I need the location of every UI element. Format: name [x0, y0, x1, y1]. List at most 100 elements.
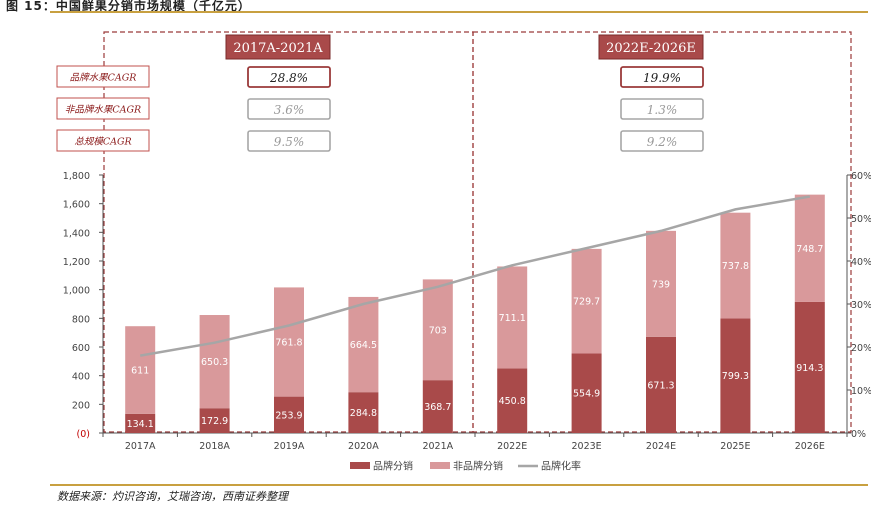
bar-brand [794, 301, 825, 433]
data-label-brand: 134.1 [127, 419, 154, 430]
figure-title: 图 15：中国鲜果分销市场规模（千亿元） [6, 0, 251, 13]
cagr-value-box [620, 66, 704, 88]
bar-nonbrand [422, 279, 453, 381]
data-label-brand: 914.3 [796, 363, 823, 374]
data-label-nonbrand: 611 [131, 365, 149, 376]
x-tick-label: 2021A [422, 441, 453, 452]
bar-nonbrand [646, 230, 676, 337]
data-label-brand: 799.3 [722, 371, 749, 382]
cagr-panel: 品牌水果CAGR 非品牌水果CAGR 总规模CAGR 2017A-2021A 28.8%… [56, 31, 852, 433]
bar-nonbrand [125, 326, 156, 414]
cagr-row-label-box [56, 97, 150, 120]
period-header [598, 34, 704, 60]
cagr-value-box [247, 130, 331, 152]
data-label-nonbrand: 711.1 [499, 313, 526, 324]
cagr-value: 1.3% [647, 103, 678, 117]
bar-nonbrand [348, 296, 379, 393]
source-note: 数据来源：灼识咨询，艾瑞咨询，西南证券整理 [57, 490, 288, 503]
bar-nonbrand [274, 287, 304, 397]
period-header-label: 2017A-2021A [233, 41, 323, 56]
cagr-value-box [620, 130, 704, 152]
cagr-row-label: 非品牌水果CAGR [65, 104, 141, 116]
bar-brand [199, 408, 230, 433]
cagr-value-box [247, 98, 331, 120]
cagr-value: 9.5% [274, 135, 305, 149]
legend-label-line: 品牌化率 [541, 460, 581, 473]
y-tick-label-left: 1,600 [63, 200, 90, 211]
data-label-brand: 172.9 [201, 416, 228, 427]
y-tick-label-left: 200 [72, 400, 90, 411]
top-rule [50, 11, 868, 13]
y-tick-label-left: 1,000 [63, 286, 90, 297]
data-label-brand: 554.9 [573, 389, 600, 400]
data-label-nonbrand: 664.5 [350, 340, 377, 351]
bar-brand [571, 353, 602, 433]
x-tick-label: 2023E [572, 441, 602, 452]
data-label-nonbrand: 729.7 [573, 297, 600, 308]
legend-label-nonbrand: 非品牌分销 [453, 460, 503, 473]
y-tick-label-right: 30% [851, 300, 871, 311]
bar-brand [274, 396, 304, 433]
y-tick-label-right: 50% [851, 214, 871, 225]
data-label-nonbrand: 761.8 [275, 338, 302, 349]
bar-brand [348, 392, 379, 433]
bar-brand [720, 318, 751, 433]
bar-brand [646, 336, 676, 433]
data-label-nonbrand: 748.7 [796, 244, 823, 255]
x-tick-label: 2018A [199, 441, 230, 452]
y-tick-label-left: 400 [72, 372, 90, 383]
cagr-value: 19.9% [643, 71, 681, 85]
chart-bars: 134.1 611 172.9 650.3 253.9 761.8 284.8 664.5 36… [125, 194, 825, 433]
data-label-nonbrand: 737.8 [722, 261, 749, 272]
x-tick-label: 2017A [125, 441, 156, 452]
y-tick-label-left: 1,800 [63, 171, 90, 182]
data-label-brand: 253.9 [275, 410, 302, 421]
data-label-nonbrand: 650.3 [201, 357, 228, 368]
x-tick-label: 2022E [497, 441, 527, 452]
cagr-row-label-box [56, 65, 150, 88]
y-tick-label-right: 0% [851, 429, 866, 440]
y-tick-label-right: 10% [851, 386, 871, 397]
cagr-row-label: 总规模CAGR [74, 137, 131, 148]
series-line-branding-rate [139, 195, 811, 357]
cagr-value-box [247, 66, 331, 88]
cagr-value: 28.8% [269, 71, 308, 85]
chart-legend: 品牌分销 非品牌分销 品牌化率 [350, 460, 581, 473]
legend-label-brand: 品牌分销 [373, 460, 413, 473]
y-tick-label-right: 20% [851, 343, 871, 354]
bar-brand [422, 380, 453, 433]
x-tick-label: 2024E [646, 441, 676, 452]
y-tick-label-left: 1,200 [63, 257, 90, 268]
bar-nonbrand [794, 194, 825, 302]
bar-nonbrand [199, 315, 230, 409]
legend-swatch-nonbrand [430, 462, 450, 469]
bar-nonbrand [497, 266, 528, 369]
data-label-brand: 284.8 [350, 408, 377, 419]
y-tick-label-left: 800 [72, 314, 90, 325]
cagr-row-label: 品牌水果CAGR [70, 72, 137, 84]
bottom-rule [50, 484, 868, 486]
period-header [225, 34, 331, 60]
data-label-nonbrand: 739 [652, 279, 670, 290]
bar-brand [125, 413, 156, 433]
cagr-value: 3.6% [274, 103, 305, 117]
cagr-row-label-box [56, 129, 150, 152]
x-tick-label: 2019A [274, 441, 305, 452]
legend-swatch-brand [350, 462, 370, 469]
y-tick-label-right: 60% [851, 171, 871, 182]
chart-line [139, 195, 811, 357]
period-header-label: 2022E-2026E [606, 41, 696, 56]
data-label-brand: 671.3 [647, 380, 674, 391]
cagr-value: 9.2% [647, 135, 678, 149]
x-tick-label: 2026E [795, 441, 825, 452]
data-label-nonbrand: 703 [429, 325, 447, 336]
data-label-brand: 450.8 [499, 396, 526, 407]
y-tick-label-left: (0) [77, 429, 90, 440]
period-box-2 [472, 31, 852, 433]
x-tick-label: 2025E [720, 441, 750, 452]
y-tick-label-left: 1,400 [63, 228, 90, 239]
cagr-value-box [620, 98, 704, 120]
bar-nonbrand [720, 212, 751, 319]
x-tick-label: 2020A [348, 441, 379, 452]
